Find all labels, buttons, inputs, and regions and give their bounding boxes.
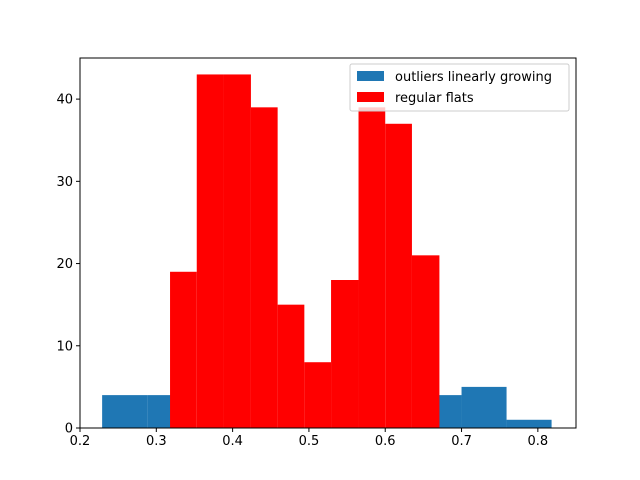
bar-series0-bin9 — [506, 419, 552, 428]
bars-layer — [102, 74, 552, 429]
bar-series1-bin9 — [411, 255, 440, 428]
y-axis: 0 10 20 30 40 — [56, 93, 80, 437]
x-tick-label: 0.4 — [222, 434, 243, 449]
bar-series1-bin6 — [331, 280, 359, 428]
legend-label-regular-flats: regular flats — [395, 91, 474, 106]
bar-series1-bin4 — [277, 304, 305, 428]
y-tick-label: 20 — [56, 257, 73, 272]
y-tick-label: 10 — [56, 339, 73, 354]
legend-swatch-outliers — [357, 71, 384, 81]
x-tick-label: 0.6 — [375, 434, 396, 449]
bar-series1-bin7 — [358, 107, 386, 428]
axes-frame — [79, 57, 577, 429]
y-tick-label: 0 — [65, 422, 73, 437]
x-tick-label: 0.3 — [146, 434, 167, 449]
bar-series1-bin8 — [385, 123, 412, 429]
x-tick-label: 0.5 — [299, 434, 320, 449]
bar-series0-bin0 — [102, 395, 148, 428]
bar-series0-bin8 — [461, 386, 507, 428]
bar-series1-bin2 — [223, 74, 251, 428]
legend-label-outliers: outliers linearly growing — [395, 70, 552, 85]
bar-series1-bin1 — [196, 74, 224, 428]
legend-swatch-regular-flats — [357, 92, 384, 102]
y-tick-label: 30 — [56, 175, 73, 190]
legend: outliers linearly growing regular flats — [349, 63, 570, 112]
x-axis: 0.2 0.3 0.4 0.5 0.6 0.7 0.8 — [70, 428, 549, 449]
x-tick-label: 0.7 — [451, 434, 472, 449]
legend-box — [349, 63, 570, 112]
x-tick-label: 0.8 — [528, 434, 549, 449]
y-tick-label: 40 — [56, 93, 73, 108]
x-tick-label: 0.2 — [70, 434, 91, 449]
bar-series1-bin0 — [170, 271, 197, 428]
bar-series1-bin3 — [250, 107, 278, 428]
bar-series1-bin5 — [304, 362, 332, 428]
